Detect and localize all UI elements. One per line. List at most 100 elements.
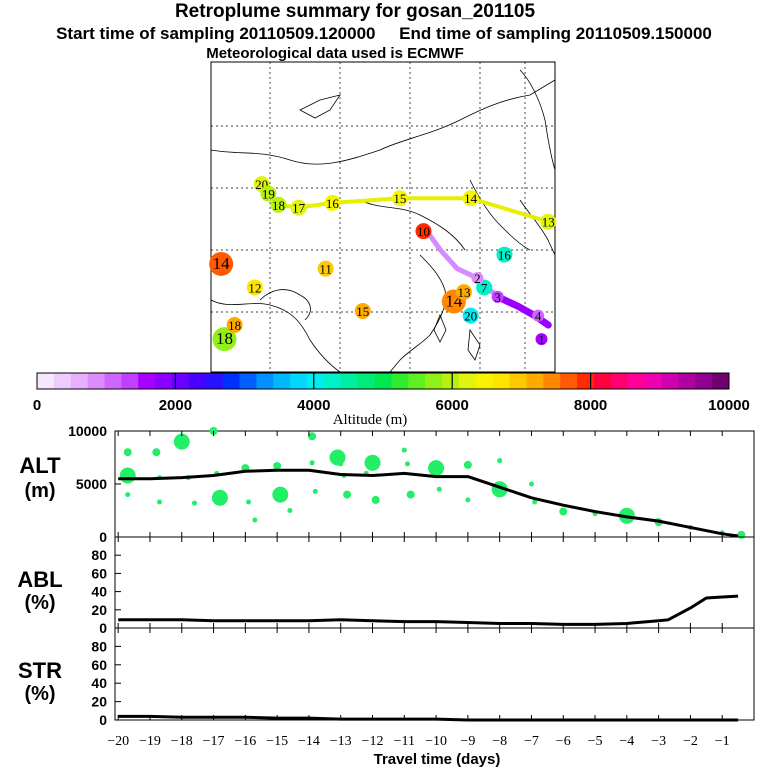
plume-point (476, 279, 493, 296)
plume-point-label: 3 (494, 290, 501, 305)
colorbar-swatch (543, 373, 561, 389)
altitude-colorbar: 0 2000 4000 6000 8000 10000 (33, 372, 750, 414)
colorbar-swatch (593, 373, 612, 389)
alt-particle-dot (308, 432, 317, 441)
alt-particle-dot (191, 500, 197, 506)
alt-particle-dot (211, 489, 228, 506)
map-coastlines (210, 69, 556, 373)
alt-particle-dot (329, 449, 346, 466)
colorbar-swatch (627, 373, 646, 389)
colorbar-swatch (509, 373, 527, 389)
sampling-times: Start time of sampling 20110509.120000 E… (56, 24, 712, 43)
x-tick-label: −19 (139, 734, 161, 749)
alt-particle-dot (246, 499, 252, 505)
plume-point (455, 284, 472, 301)
colorbar-swatch (661, 373, 679, 389)
alt-particle-dot (465, 497, 471, 503)
plume-point-label: 19 (262, 187, 275, 202)
y-tick-label: 10000 (68, 423, 107, 439)
colorbar-swatch (172, 373, 190, 389)
alt-particle-dot (309, 460, 315, 466)
colorbar-label: Altitude (m) (333, 412, 408, 428)
time-series-panels: ALT(m)1000050000ABL(%)020406080STR(%)020… (17, 423, 755, 749)
panel-unit-abl: (%) (24, 592, 55, 614)
x-tick-label: −15 (266, 734, 288, 749)
plume-point-label: 2 (474, 271, 481, 286)
colorbar-swatch (290, 373, 308, 389)
plume-point (290, 199, 307, 216)
plume-point (496, 246, 513, 263)
plume-point-label: 13 (542, 215, 555, 230)
colorbar-swatch (492, 373, 511, 389)
y-tick-label: 80 (91, 638, 107, 654)
alt-particle-dot (497, 458, 503, 464)
alt-particle-dot (559, 507, 568, 516)
plume-point (209, 251, 234, 276)
panel-frame-str (114, 627, 755, 721)
alt-particle-dot (401, 447, 407, 453)
y-tick-label: 0 (99, 712, 107, 728)
colorbar-swatch (442, 373, 460, 389)
colorbar-swatch (712, 373, 730, 389)
panel-unit-str: (%) (24, 683, 55, 705)
y-tick-label: 20 (91, 694, 107, 710)
colorbar-swatch (188, 373, 207, 389)
colorbar-swatch (560, 373, 578, 389)
plume-point (246, 279, 263, 296)
colorbar-swatch (340, 373, 359, 389)
alt-particle-dot (364, 454, 381, 471)
colorbar-swatch (87, 373, 106, 389)
alt-particle-dot (152, 448, 161, 457)
plume-point (535, 333, 548, 346)
plume-point (391, 190, 408, 207)
plume-point (532, 309, 545, 322)
plume-point-label: 11 (319, 262, 332, 277)
x-tick-label: −3 (651, 734, 666, 749)
colorbar-tick-label: 2000 (159, 397, 192, 414)
plume-point-label: 18 (228, 318, 241, 333)
alt-particle-dot (123, 448, 132, 457)
plume-point-label: 20 (464, 309, 477, 324)
coast-indochina (210, 299, 341, 373)
colorbar-swatch (104, 373, 122, 389)
met-data-note: Meteorological data used is ECMWF (206, 45, 464, 62)
colorbar-tick-label: 0 (33, 397, 41, 414)
y-tick-label: 40 (91, 584, 107, 600)
colorbar-swatch (138, 373, 156, 389)
x-tick-label: −11 (394, 734, 415, 749)
alt-particle-dot (157, 499, 163, 505)
colorbar-swatch (475, 373, 494, 389)
y-tick-label: 80 (91, 547, 107, 563)
alt-particle-dot (287, 508, 293, 513)
plume-point (317, 260, 334, 277)
alt-particle-dot (252, 517, 258, 523)
y-tick-label: 40 (91, 675, 107, 691)
alt-particle-dot (125, 492, 131, 498)
x-tick-label: −13 (330, 734, 352, 749)
y-tick-label: 0 (99, 620, 107, 636)
colorbar-swatch (70, 373, 89, 389)
colorbar-swatch (357, 373, 376, 389)
colorbar-swatch (37, 373, 55, 389)
colorbar-swatch (458, 373, 477, 389)
plume-point-label: 7 (481, 280, 488, 295)
colorbar-swatch (121, 373, 139, 389)
plume-point (270, 196, 287, 213)
plume-point (354, 302, 371, 319)
colorbar-tick-label: 10000 (708, 397, 750, 414)
colorbar-tick-label: 8000 (574, 397, 607, 414)
x-tick-label: −16 (234, 734, 256, 749)
plume-point-label: 10 (417, 224, 430, 239)
x-tick-label: −6 (556, 734, 571, 749)
colorbar-swatch (391, 373, 409, 389)
plume-point-label: 16 (498, 248, 512, 263)
y-tick-label: 0 (99, 529, 107, 545)
panel-title-abl: ABL (17, 567, 62, 592)
plume-point (491, 290, 504, 303)
plume-point-label: 15 (356, 304, 369, 319)
lake-baikal (299, 94, 341, 119)
colorbar-swatch (307, 373, 325, 389)
colorbar-swatch (577, 373, 595, 389)
